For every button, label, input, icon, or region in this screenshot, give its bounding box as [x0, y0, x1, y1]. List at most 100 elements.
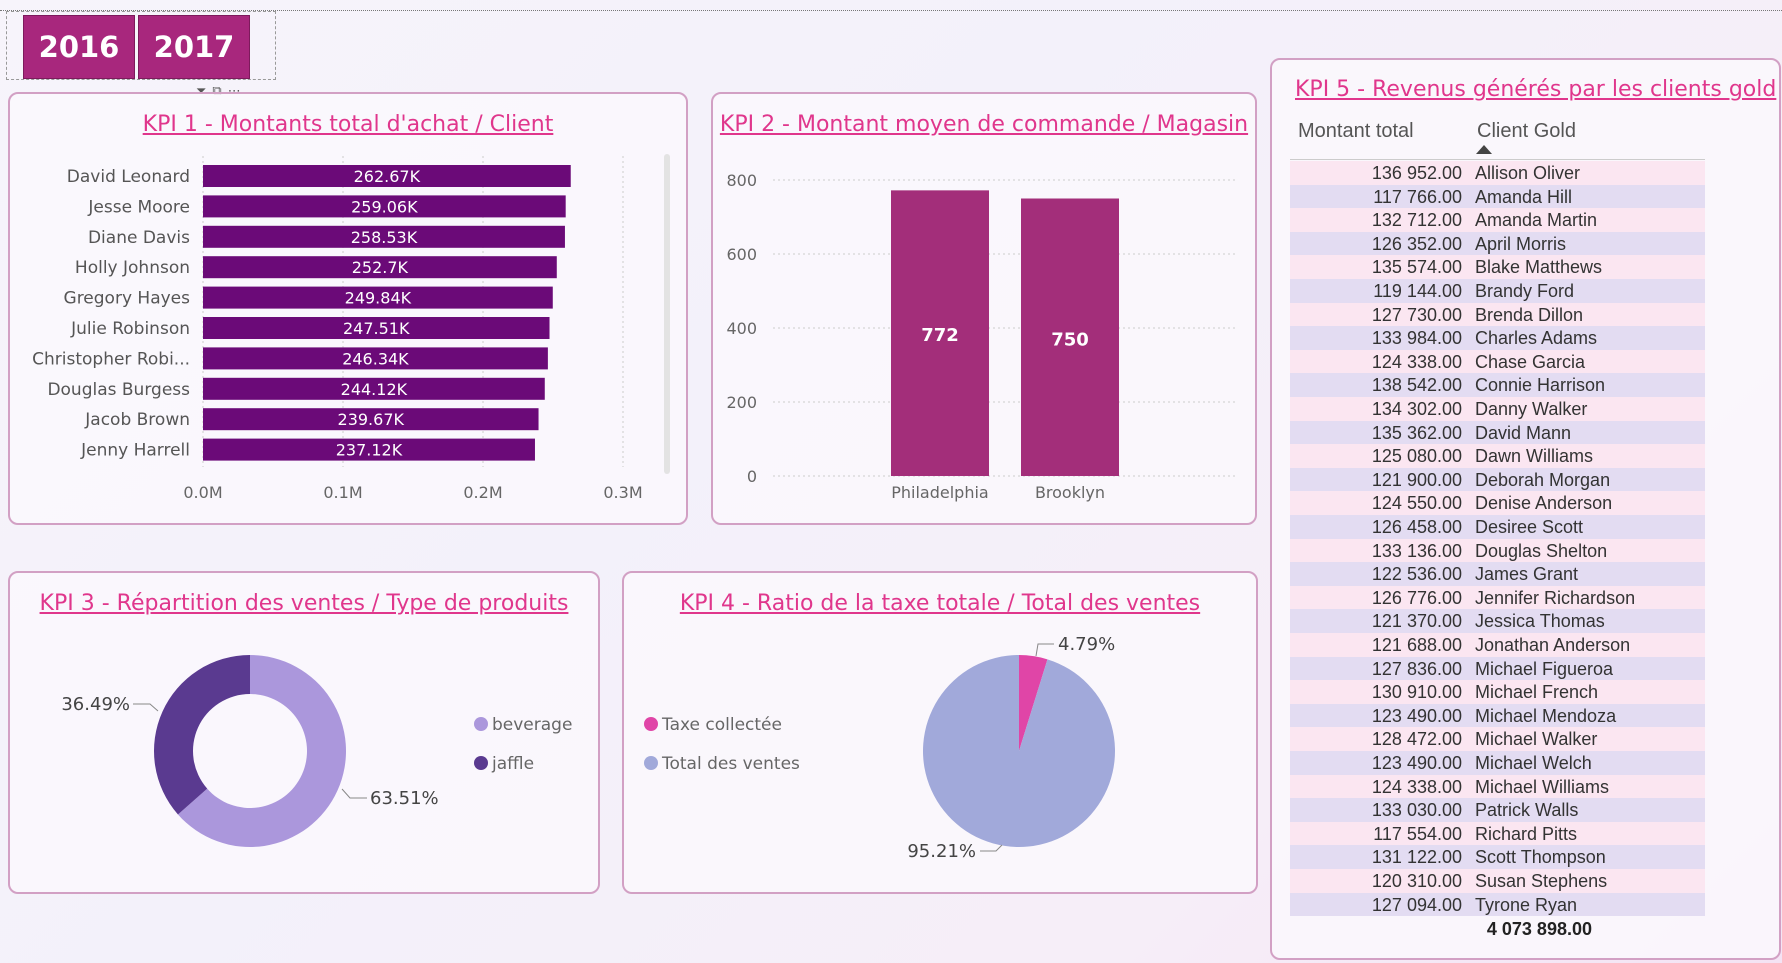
table-row[interactable]: 125 080.00 Dawn Williams	[1290, 444, 1705, 468]
category-label: Jenny Harrell	[80, 441, 190, 461]
filter-icon[interactable]: ⏷	[196, 83, 213, 98]
table-row[interactable]: 136 952.00 Allison Oliver	[1290, 161, 1705, 185]
table-row[interactable]: 127 094.00 Tyrone Ryan	[1290, 892, 1705, 917]
bar-data-label: 246.34K	[342, 349, 409, 368]
table-row[interactable]: 126 458.00 Desiree Scott	[1290, 515, 1705, 539]
x-tick-label: 0.0M	[183, 483, 222, 502]
cell-client-gold: Susan Stephens	[1475, 871, 1608, 891]
table-row[interactable]: 121 688.00 Jonathan Anderson	[1290, 633, 1705, 657]
table-row[interactable]: 127 836.00 Michael Figueroa	[1290, 656, 1705, 681]
kpi3-title: KPI 3 - Répartition des ventes / Type de…	[39, 591, 569, 616]
cell-montant-total: 131 122.00	[1371, 847, 1462, 868]
table-row[interactable]: 132 712.00 Amanda Martin	[1290, 208, 1705, 232]
cell-client-gold: Michael French	[1475, 682, 1599, 703]
cell-montant-total: 133 030.00	[1371, 800, 1462, 821]
bar	[203, 408, 539, 431]
table-row[interactable]: 128 472.00 Michael Walker	[1290, 727, 1705, 751]
sort-ascending-icon[interactable]	[1476, 145, 1492, 154]
bar-data-label: 252.7K	[352, 258, 409, 277]
header-divider	[1290, 159, 1705, 160]
cell-montant-total: 134 302.00	[1371, 399, 1462, 419]
legend-marker	[474, 756, 488, 770]
y-tick-label: 600	[726, 245, 757, 264]
category-label: Jesse Moore	[87, 197, 190, 217]
bar	[1021, 198, 1119, 476]
cell-client-gold: Amanda Martin	[1475, 210, 1598, 231]
bar-data-label: 244.12K	[341, 380, 408, 399]
cell-montant-total: 125 080.00	[1371, 446, 1462, 467]
cell-client-gold: Richard Pitts	[1475, 823, 1578, 844]
table-row[interactable]: 130 910.00 Michael French	[1290, 680, 1705, 704]
year-2017-button[interactable]: 2017	[138, 15, 250, 79]
table-row[interactable]: 135 574.00 Blake Matthews	[1290, 255, 1705, 279]
table-row[interactable]: 131 122.00 Scott Thompson	[1290, 845, 1705, 869]
table-row[interactable]: 127 730.00 Brenda Dillon	[1290, 302, 1705, 327]
cell-montant-total: 127 094.00	[1371, 894, 1462, 915]
bar-data-label: 237.12K	[336, 441, 403, 460]
table-row[interactable]: 123 490.00 Michael Welch	[1290, 751, 1705, 775]
x-tick-label: Brooklyn	[1035, 483, 1105, 502]
bar-data-label: 772	[921, 325, 959, 346]
kpi5-title: KPI 5 - Revenus générés par les clients …	[1295, 77, 1777, 102]
cell-montant-total: 124 338.00	[1371, 776, 1462, 797]
slice-data-label: 36.49%	[61, 694, 130, 715]
cell-montant-total: 133 136.00	[1371, 540, 1462, 561]
table-row[interactable]: 133 136.00 Douglas Shelton	[1290, 538, 1705, 563]
table-row[interactable]: 123 490.00 Michael Mendoza	[1290, 703, 1705, 728]
table-row[interactable]: 126 776.00 Jennifer Richardson	[1290, 585, 1705, 610]
table-row[interactable]: 134 302.00 Danny Walker	[1290, 397, 1705, 421]
table-row[interactable]: 124 550.00 Denise Anderson	[1290, 491, 1705, 515]
cell-client-gold: Douglas Shelton	[1475, 540, 1608, 561]
column-header-montant-total[interactable]: Montant total	[1298, 120, 1414, 142]
table-row[interactable]: 138 542.00 Connie Harrison	[1290, 373, 1705, 397]
legend-label: beverage	[492, 715, 572, 735]
table-row[interactable]: 117 554.00 Richard Pitts	[1290, 821, 1705, 846]
leader-line	[1035, 643, 1054, 657]
table-row[interactable]: 122 536.00 James Grant	[1290, 562, 1705, 586]
bar-data-label: 247.51K	[343, 319, 410, 338]
top-dotted-border	[0, 10, 1782, 12]
cell-montant-total: 133 984.00	[1371, 328, 1462, 349]
cell-client-gold: David Mann	[1475, 422, 1572, 443]
table-row[interactable]: 133 030.00 Patrick Walls	[1290, 798, 1705, 822]
cell-client-gold: April Morris	[1475, 233, 1567, 254]
kpi4-title: KPI 4 - Ratio de la taxe totale / Total …	[679, 591, 1201, 616]
leader-line	[133, 703, 159, 712]
category-label: Christopher Robi...	[32, 349, 190, 369]
table-row[interactable]: 121 370.00 Jessica Thomas	[1290, 609, 1705, 633]
table-row[interactable]: 124 338.00 Chase Garcia	[1290, 349, 1705, 374]
legend-marker	[644, 717, 658, 731]
cell-montant-total: 132 712.00	[1371, 210, 1462, 231]
y-tick-label: 400	[726, 319, 757, 338]
table-row[interactable]: 133 984.00 Charles Adams	[1290, 326, 1705, 350]
kpi2-chart: 0 200 400 600 800 772 Philadelphia 750 Brooklyn	[726, 171, 1235, 502]
cell-client-gold: Tyrone Ryan	[1475, 894, 1578, 915]
slice-data-label: 95.21%	[907, 841, 976, 862]
table-row[interactable]: 126 352.00 April Morris	[1290, 231, 1705, 256]
table-row[interactable]: 119 144.00 Brandy Ford	[1290, 279, 1705, 303]
cell-client-gold: Brandy Ford	[1475, 281, 1575, 301]
bar	[203, 377, 545, 400]
table-row[interactable]: 124 338.00 Michael Williams	[1290, 774, 1705, 799]
cell-client-gold: Michael Walker	[1475, 729, 1598, 750]
column-header-client-gold[interactable]: Client Gold	[1477, 120, 1576, 142]
kpi1-panel: KPI 1 - Montants total d'achat / Client …	[8, 92, 688, 525]
y-tick-label: 0	[747, 467, 757, 486]
table-row[interactable]: 121 900.00 Deborah Morgan	[1290, 467, 1705, 492]
cell-client-gold: Blake Matthews	[1475, 257, 1603, 278]
table-row[interactable]: 135 362.00 David Mann	[1290, 420, 1705, 445]
focus-icon[interactable]: ⧉	[212, 83, 228, 98]
category-label: Douglas Burgess	[47, 380, 190, 400]
year-slicer[interactable]: 2016 2017	[6, 11, 276, 80]
table-row[interactable]: 120 310.00 Susan Stephens	[1290, 869, 1705, 893]
cell-montant-total: 127 836.00	[1371, 658, 1462, 679]
category-label: Julie Robinson	[70, 319, 190, 339]
table-row[interactable]: 117 766.00 Amanda Hill	[1290, 184, 1705, 209]
cell-montant-total: 126 776.00	[1371, 587, 1462, 608]
bar-data-label: 249.84K	[345, 289, 412, 308]
bar	[203, 256, 557, 279]
kpi4-panel: KPI 4 - Ratio de la taxe totale / Total …	[622, 571, 1258, 894]
cell-montant-total: 126 458.00	[1371, 517, 1462, 537]
year-2016-button[interactable]: 2016	[23, 15, 135, 79]
leader-line	[341, 788, 367, 799]
